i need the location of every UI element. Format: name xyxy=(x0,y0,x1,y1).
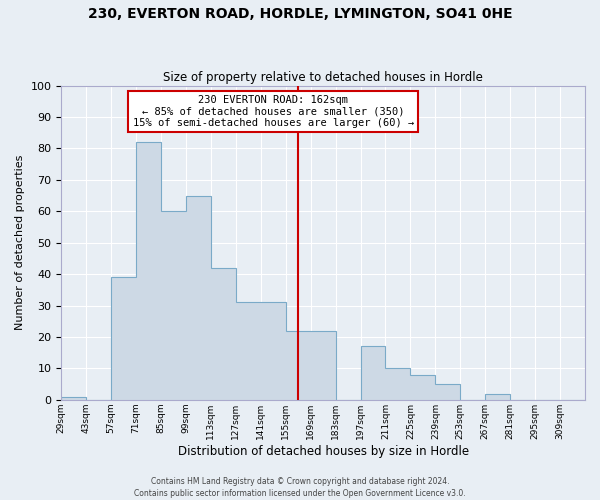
Text: 230 EVERTON ROAD: 162sqm
← 85% of detached houses are smaller (350)
15% of semi-: 230 EVERTON ROAD: 162sqm ← 85% of detach… xyxy=(133,95,414,128)
Title: Size of property relative to detached houses in Hordle: Size of property relative to detached ho… xyxy=(163,72,483,85)
Text: Contains HM Land Registry data © Crown copyright and database right 2024.
Contai: Contains HM Land Registry data © Crown c… xyxy=(134,476,466,498)
Y-axis label: Number of detached properties: Number of detached properties xyxy=(15,155,25,330)
Text: 230, EVERTON ROAD, HORDLE, LYMINGTON, SO41 0HE: 230, EVERTON ROAD, HORDLE, LYMINGTON, SO… xyxy=(88,8,512,22)
X-axis label: Distribution of detached houses by size in Hordle: Distribution of detached houses by size … xyxy=(178,444,469,458)
